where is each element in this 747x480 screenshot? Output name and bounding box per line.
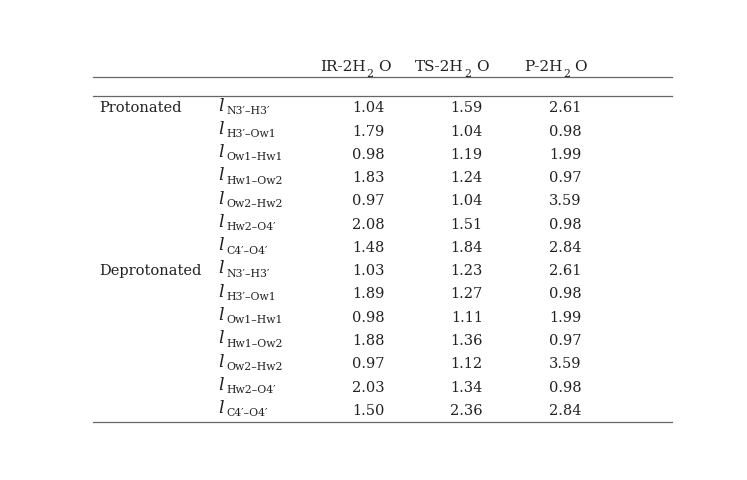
Text: Ow1–Hw1: Ow1–Hw1 [226, 152, 282, 162]
Text: 1.27: 1.27 [450, 287, 483, 301]
Text: 2.03: 2.03 [352, 380, 385, 394]
Text: H3′–Ow1: H3′–Ow1 [226, 129, 276, 139]
Text: Hw2–O4′: Hw2–O4′ [226, 384, 276, 395]
Text: N3′–H3′: N3′–H3′ [226, 106, 270, 116]
Text: O: O [574, 60, 587, 74]
Text: 1.88: 1.88 [352, 333, 385, 348]
Text: Hw1–Ow2: Hw1–Ow2 [226, 338, 282, 348]
Text: 1.34: 1.34 [450, 380, 483, 394]
Text: 2: 2 [563, 69, 570, 79]
Text: l: l [218, 330, 223, 347]
Text: 1.03: 1.03 [352, 264, 385, 277]
Text: l: l [218, 120, 223, 138]
Text: 1.11: 1.11 [450, 310, 483, 324]
Text: 1.79: 1.79 [353, 124, 385, 138]
Text: l: l [218, 97, 223, 114]
Text: l: l [218, 167, 223, 184]
Text: N3′–H3′: N3′–H3′ [226, 268, 270, 278]
Text: 1.51: 1.51 [450, 217, 483, 231]
Text: 0.98: 0.98 [549, 217, 581, 231]
Text: Hw1–Ow2: Hw1–Ow2 [226, 175, 282, 185]
Text: 0.97: 0.97 [352, 194, 385, 208]
Text: C4′–O4′: C4′–O4′ [226, 408, 267, 418]
Text: Ow2–Hw2: Ow2–Hw2 [226, 199, 282, 208]
Text: 1.83: 1.83 [352, 171, 385, 185]
Text: IR‑2H: IR‑2H [320, 60, 365, 74]
Text: 1.84: 1.84 [450, 240, 483, 254]
Text: Ow2–Hw2: Ow2–Hw2 [226, 361, 282, 371]
Text: l: l [218, 353, 223, 370]
Text: 1.04: 1.04 [450, 124, 483, 138]
Text: 2.08: 2.08 [352, 217, 385, 231]
Text: 0.97: 0.97 [352, 357, 385, 371]
Text: 2: 2 [366, 69, 373, 79]
Text: 2: 2 [465, 69, 471, 79]
Text: 2.84: 2.84 [549, 403, 581, 417]
Text: 0.98: 0.98 [352, 147, 385, 161]
Text: 1.19: 1.19 [450, 147, 483, 161]
Text: l: l [218, 306, 223, 324]
Text: l: l [218, 260, 223, 277]
Text: O: O [476, 60, 489, 74]
Text: P‑2H: P‑2H [524, 60, 562, 74]
Text: 0.98: 0.98 [549, 380, 581, 394]
Text: Protonated: Protonated [99, 101, 182, 115]
Text: 0.98: 0.98 [352, 310, 385, 324]
Text: Ow1–Hw1: Ow1–Hw1 [226, 315, 282, 324]
Text: 1.59: 1.59 [450, 101, 483, 115]
Text: 2.84: 2.84 [549, 240, 581, 254]
Text: 1.99: 1.99 [549, 147, 581, 161]
Text: Hw2–O4′: Hw2–O4′ [226, 222, 276, 232]
Text: 1.12: 1.12 [450, 357, 483, 371]
Text: 1.04: 1.04 [352, 101, 385, 115]
Text: 3.59: 3.59 [549, 357, 581, 371]
Text: Deprotonated: Deprotonated [99, 264, 202, 277]
Text: 3.59: 3.59 [549, 194, 581, 208]
Text: 1.04: 1.04 [450, 194, 483, 208]
Text: H3′–Ow1: H3′–Ow1 [226, 291, 276, 301]
Text: l: l [218, 399, 223, 416]
Text: 0.98: 0.98 [549, 287, 581, 301]
Text: O: O [378, 60, 390, 74]
Text: l: l [218, 283, 223, 300]
Text: l: l [218, 144, 223, 161]
Text: 2.61: 2.61 [549, 264, 581, 277]
Text: 1.89: 1.89 [352, 287, 385, 301]
Text: 0.98: 0.98 [549, 124, 581, 138]
Text: C4′–O4′: C4′–O4′ [226, 245, 267, 255]
Text: 1.36: 1.36 [450, 333, 483, 348]
Text: 1.99: 1.99 [549, 310, 581, 324]
Text: 1.23: 1.23 [450, 264, 483, 277]
Text: 1.50: 1.50 [352, 403, 385, 417]
Text: 0.97: 0.97 [549, 333, 581, 348]
Text: 0.97: 0.97 [549, 171, 581, 185]
Text: 1.24: 1.24 [450, 171, 483, 185]
Text: l: l [218, 237, 223, 254]
Text: l: l [218, 190, 223, 207]
Text: 1.48: 1.48 [352, 240, 385, 254]
Text: 2.36: 2.36 [450, 403, 483, 417]
Text: TS‑2H: TS‑2H [415, 60, 464, 74]
Text: l: l [218, 214, 223, 230]
Text: l: l [218, 376, 223, 393]
Text: 2.61: 2.61 [549, 101, 581, 115]
